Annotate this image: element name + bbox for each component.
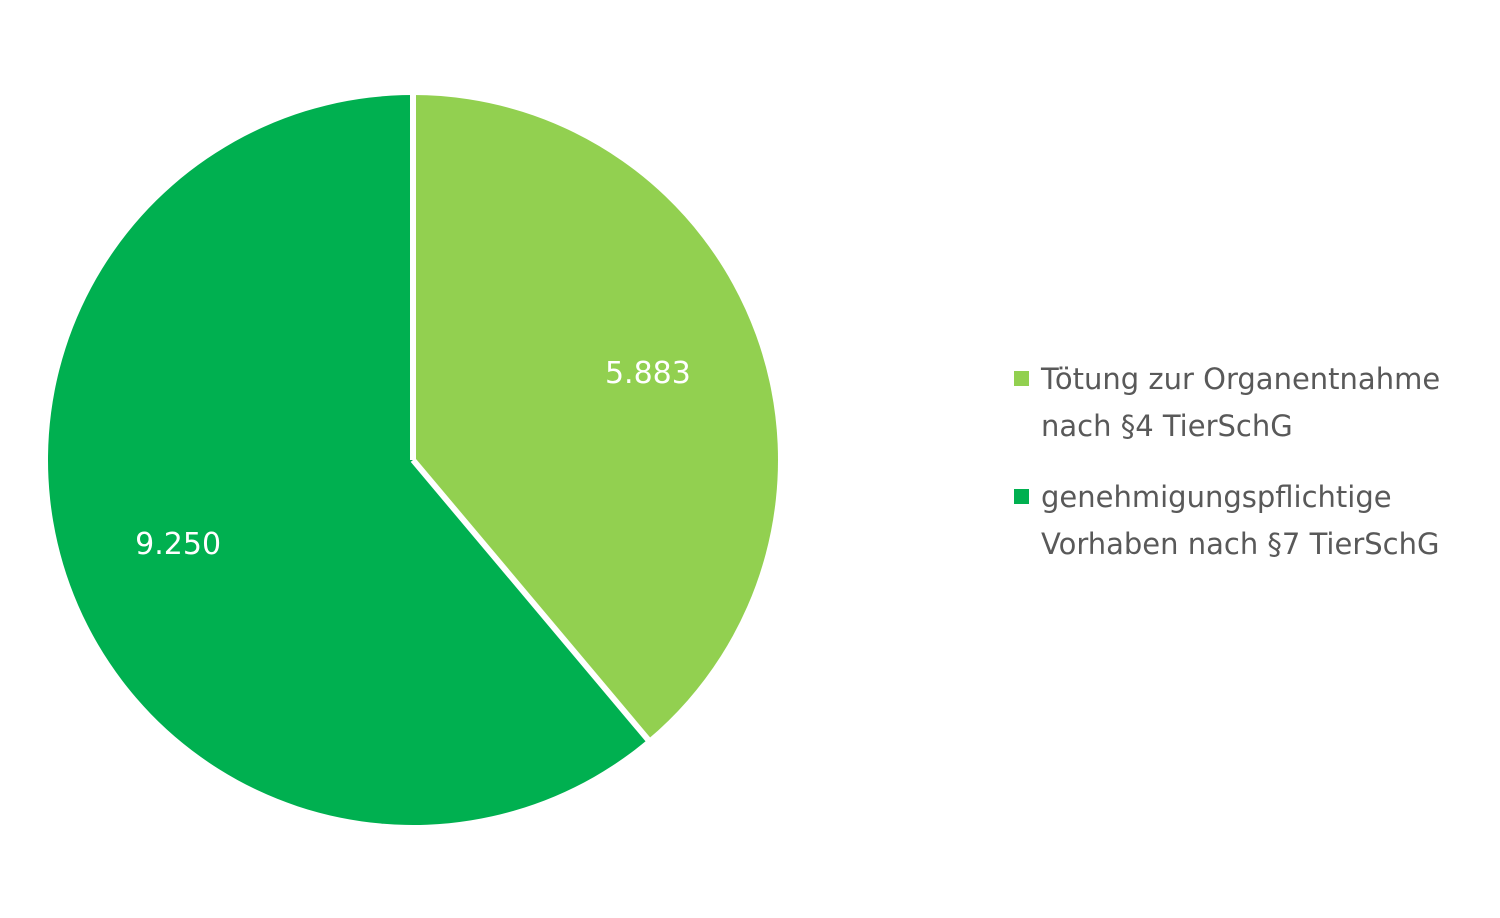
data-label-0: 5.883 [605,356,691,391]
legend-label-0: Tötung zur Organentnahme nach §4 TierSch… [1041,362,1441,443]
pie-slice-0 [413,95,779,740]
slice-separator-1 [410,458,652,743]
legend-swatch-0 [1014,371,1029,386]
data-label-1: 9.250 [135,527,221,562]
legend-item-1: genehmigungspflichtige Vorhaben nach §7 … [1014,474,1494,568]
legend-label-1: genehmigungspflichtige Vorhaben nach §7 … [1041,480,1440,561]
legend: Tötung zur Organentnahme nach §4 TierSch… [1014,356,1494,592]
legend-item-0: Tötung zur Organentnahme nach §4 TierSch… [1014,356,1494,450]
pie-slice-1 [48,95,648,825]
legend-swatch-1 [1014,489,1029,504]
